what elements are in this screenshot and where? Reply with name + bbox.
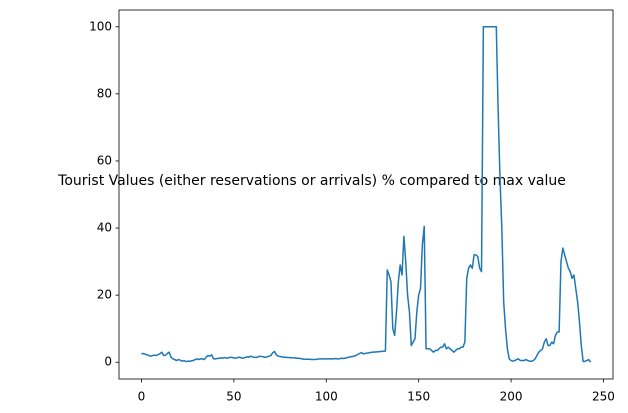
x-tick-label: 200 [500, 390, 523, 404]
x-tick-label: 150 [407, 390, 430, 404]
y-tick-label: 60 [97, 153, 112, 167]
x-tick-label: 100 [315, 390, 338, 404]
axes-frame [118, 9, 614, 380]
x-tick-label: 0 [138, 390, 146, 404]
x-tick-label: 250 [592, 390, 615, 404]
y-tick-label: 40 [97, 221, 112, 235]
y-tick-label: 20 [97, 288, 112, 302]
line-series [141, 26, 592, 363]
y-tick-label: 80 [97, 86, 112, 100]
x-tick-label: 50 [226, 390, 241, 404]
chart-title: Tourist Values (either reservations or a… [57, 173, 566, 189]
y-tick-label: 100 [89, 19, 112, 33]
y-tick-label: 0 [104, 355, 112, 369]
